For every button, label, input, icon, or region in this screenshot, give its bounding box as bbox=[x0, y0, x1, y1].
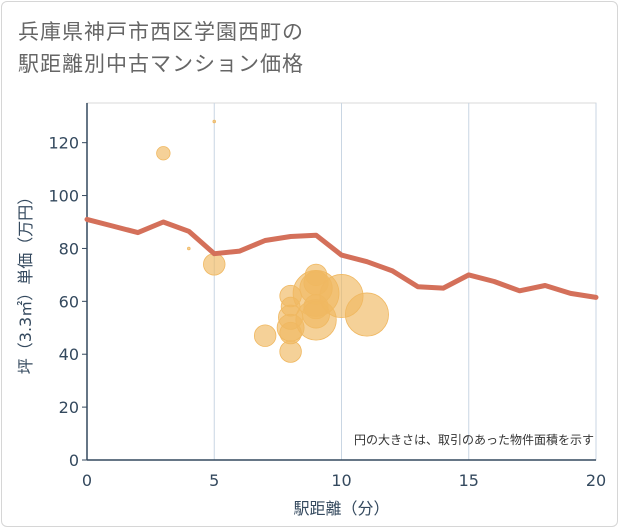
scatter-point bbox=[156, 146, 171, 161]
x-tick-label: 20 bbox=[586, 471, 606, 490]
x-axis-label: 駅距離（分） bbox=[293, 499, 389, 518]
data-points bbox=[156, 119, 389, 363]
y-tick-label: 60 bbox=[59, 292, 79, 311]
y-tick-label: 100 bbox=[48, 187, 79, 206]
x-tick-label: 15 bbox=[459, 471, 479, 490]
tick-labels: 0 5 10 15 20 0 20 40 60 80 100 120 bbox=[48, 134, 606, 490]
scatter-point bbox=[279, 340, 302, 363]
x-tick-label: 0 bbox=[82, 471, 92, 490]
y-axis-label: 坪（3.3㎡）単価（万円） bbox=[16, 189, 35, 374]
y-tick-label: 80 bbox=[59, 239, 79, 258]
average-line bbox=[84, 216, 599, 300]
scatter-point bbox=[253, 324, 277, 347]
series-line bbox=[84, 216, 599, 300]
scatter-point bbox=[203, 253, 226, 276]
scatter-point bbox=[344, 292, 389, 337]
x-tick-label: 5 bbox=[209, 471, 219, 490]
x-tick-label: 10 bbox=[331, 471, 351, 490]
size-annotation: 円の大きさは、取引のあった物件面積を示す bbox=[354, 432, 594, 447]
y-tick-label: 120 bbox=[48, 134, 79, 153]
axes bbox=[82, 103, 596, 461]
y-tick-label: 0 bbox=[69, 451, 79, 470]
y-tick-label: 20 bbox=[59, 398, 79, 417]
chart-title-line-2: 駅距離別中古マンション価格 bbox=[18, 52, 304, 76]
scatter-point bbox=[212, 119, 216, 124]
chart-title: 兵庫県神戸市西区学園西町の 駅距離別中古マンション価格 bbox=[18, 16, 304, 80]
scatter-point bbox=[187, 246, 191, 251]
y-tick-label: 40 bbox=[59, 345, 79, 364]
chart-title-line-1: 兵庫県神戸市西区学園西町の bbox=[18, 20, 304, 44]
